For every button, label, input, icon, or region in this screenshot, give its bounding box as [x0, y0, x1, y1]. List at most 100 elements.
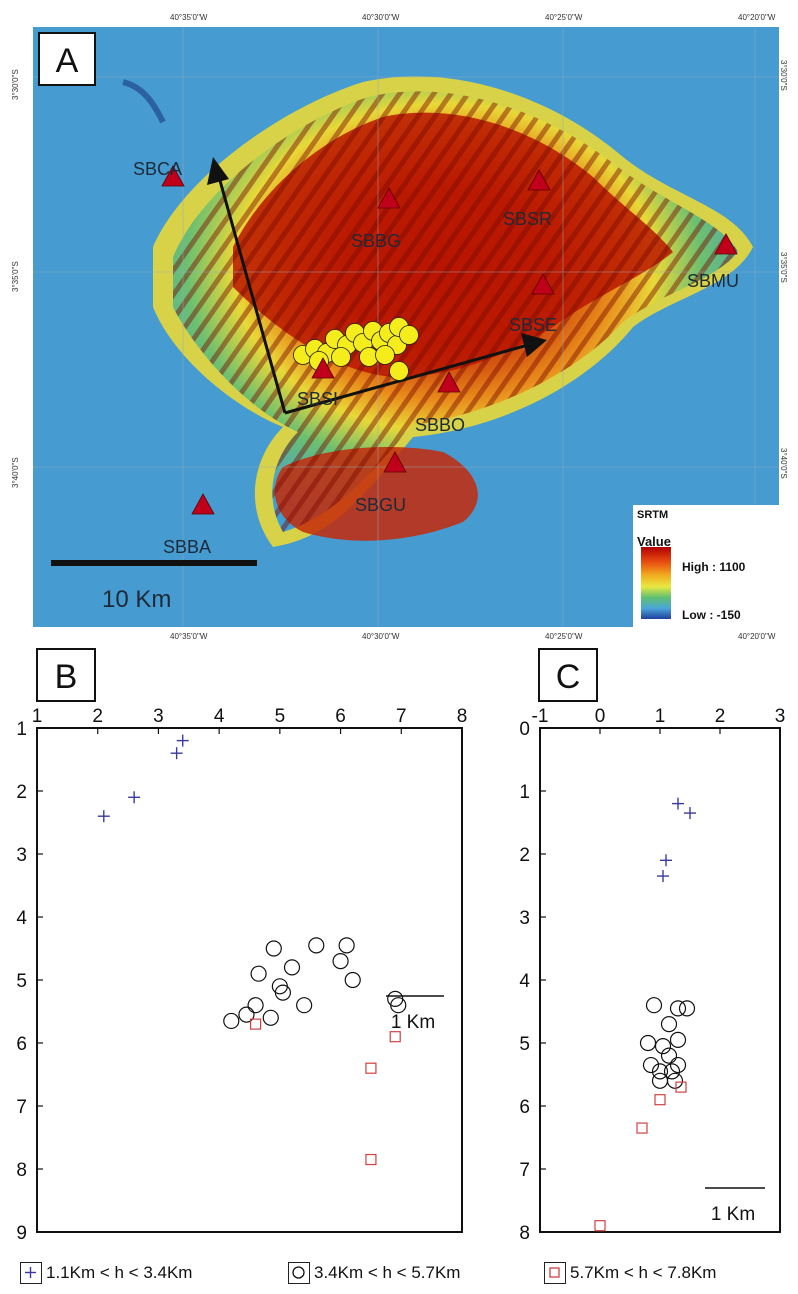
x-tick-label: 3: [153, 706, 164, 727]
legend-label-shallow: 1.1Km < h < 3.4Km: [46, 1263, 193, 1282]
shallow-event-point: [684, 807, 696, 820]
panel-label-c: C: [538, 648, 598, 702]
deep-event-point: [636, 1122, 648, 1134]
epicenter-marker: [331, 347, 351, 367]
y-tick-label: 4: [16, 908, 27, 929]
station-sbsr-icon: [527, 169, 551, 191]
y-tick-label: 2: [16, 782, 27, 803]
top-coord-2: 40°30'0"W: [362, 13, 400, 22]
legend-item-deep: 5.7Km < h < 7.8Km: [544, 1262, 716, 1284]
top-coord-3: 40°25'0"W: [545, 13, 583, 22]
station-sbsi-icon: [311, 357, 335, 379]
station-label-sbsi: SBSI: [297, 389, 338, 409]
middle-event-point: [669, 1031, 687, 1048]
middle-event-point: [238, 1006, 255, 1023]
terrain-ridges: [173, 91, 738, 532]
middle-event-point: [247, 997, 264, 1014]
right-coord-1: 3°30'0"S: [779, 60, 788, 91]
middle-event-point: [639, 1034, 657, 1052]
station-layer: SBCA SBBG SBSR SBMU SBSE SBSI SBBO SBGU SBBA: [133, 159, 739, 557]
scale-bar-label: 10 Km: [102, 586, 172, 613]
legend-item-shallow: 1.1Km < h < 3.4Km: [20, 1262, 192, 1284]
middle-event-point: [642, 1056, 660, 1074]
middle-event-point: [660, 1047, 678, 1064]
deep-event-point: [654, 1094, 666, 1106]
deep-event-point: [675, 1081, 687, 1093]
legend-item-middle: 3.4Km < h < 5.7Km: [288, 1262, 460, 1284]
right-coord-3: 3°40'0"S: [779, 448, 788, 479]
srtm-legend-title: SRTM: [637, 509, 669, 521]
y-tick-label: 0: [519, 719, 530, 740]
srtm-legend-low: Low : -150: [682, 608, 741, 622]
epicenter-cluster: [293, 317, 419, 381]
shallow-event-point: [660, 854, 672, 867]
station-sbbo-icon: [437, 371, 461, 393]
x-tick-label: 5: [275, 706, 286, 727]
y-tick-label: 3: [16, 845, 27, 866]
panel-label-a: A: [38, 32, 96, 86]
station-sbba-icon: [191, 493, 215, 515]
shallow-event-point: [97, 810, 110, 823]
shallow-event-point: [672, 797, 684, 810]
middle-event-point: [651, 1072, 669, 1089]
middle-event-point: [308, 937, 325, 954]
station-label-sbse: SBSE: [509, 315, 557, 335]
station-sbse-icon: [531, 273, 555, 295]
plot-frame: [36, 727, 463, 1233]
deep-event-point: [365, 1062, 377, 1074]
station-label-sbbo: SBBO: [415, 415, 465, 435]
middle-event-point: [344, 971, 361, 989]
bottom-coord-4: 40°20'0"W: [738, 632, 776, 641]
middle-event-point: [660, 1016, 678, 1033]
y-tick-label: 1: [16, 719, 27, 740]
middle-event-point: [223, 1012, 240, 1030]
srtm-legend-subtitle: Value: [637, 534, 671, 549]
km-scale-label: 1 Km: [711, 1204, 755, 1225]
middle-event-point: [338, 937, 355, 954]
station-sbbg-icon: [377, 187, 401, 209]
map-svg: SBCA SBBG SBSR SBMU SBSE SBSI SBBO SBGU SBBA: [33, 27, 779, 627]
y-tick-label: 7: [16, 1097, 27, 1118]
y-tick-label: 6: [16, 1034, 27, 1055]
srtm-color-ramp: [641, 547, 671, 619]
epicenter-marker: [389, 361, 409, 381]
plot-frame: [539, 727, 781, 1233]
x-tick-label: 6: [335, 706, 346, 727]
y-tick-label: 5: [16, 971, 27, 992]
station-label-sbca: SBCA: [133, 159, 182, 179]
y-tick-label: 6: [519, 1097, 530, 1118]
middle-event-point: [283, 959, 301, 976]
middle-event-point: [669, 1000, 687, 1017]
station-sbgu-icon: [383, 451, 407, 473]
shallow-event-point: [128, 791, 141, 804]
deep-event-point: [389, 1031, 401, 1043]
x-tick-label: 1: [655, 706, 666, 727]
left-coord-2: 3°35'0"S: [11, 261, 20, 292]
middle-event-point: [390, 997, 407, 1014]
deep-event-point: [249, 1018, 262, 1030]
srtm-legend-high: High : 1100: [682, 560, 746, 574]
station-label-sbgu: SBGU: [355, 495, 406, 515]
square-icon: [544, 1262, 566, 1284]
plus-icon: [20, 1262, 42, 1284]
y-tick-label: 7: [519, 1160, 530, 1181]
y-tick-label: 2: [519, 845, 530, 866]
x-tick-label: -1: [532, 706, 549, 727]
y-tick-label: 1: [519, 782, 530, 803]
legend-label-deep: 5.7Km < h < 7.8Km: [570, 1263, 717, 1282]
circle-icon: [288, 1262, 310, 1284]
middle-event-point: [262, 1009, 279, 1026]
middle-event-point: [663, 1063, 681, 1080]
profile-arrows: [207, 157, 547, 415]
middle-event-point: [654, 1038, 672, 1055]
right-coord-2: 3°35'0"S: [779, 252, 788, 283]
left-coord-1: 3°30'0"S: [11, 69, 20, 100]
deep-event-point: [594, 1220, 606, 1232]
x-tick-label: 3: [775, 706, 786, 727]
middle-event-point: [651, 1063, 669, 1080]
middle-event-point: [250, 965, 267, 982]
x-tick-label: 2: [715, 706, 726, 727]
station-label-sbsr: SBSR: [503, 209, 552, 229]
y-tick-label: 8: [519, 1223, 530, 1244]
